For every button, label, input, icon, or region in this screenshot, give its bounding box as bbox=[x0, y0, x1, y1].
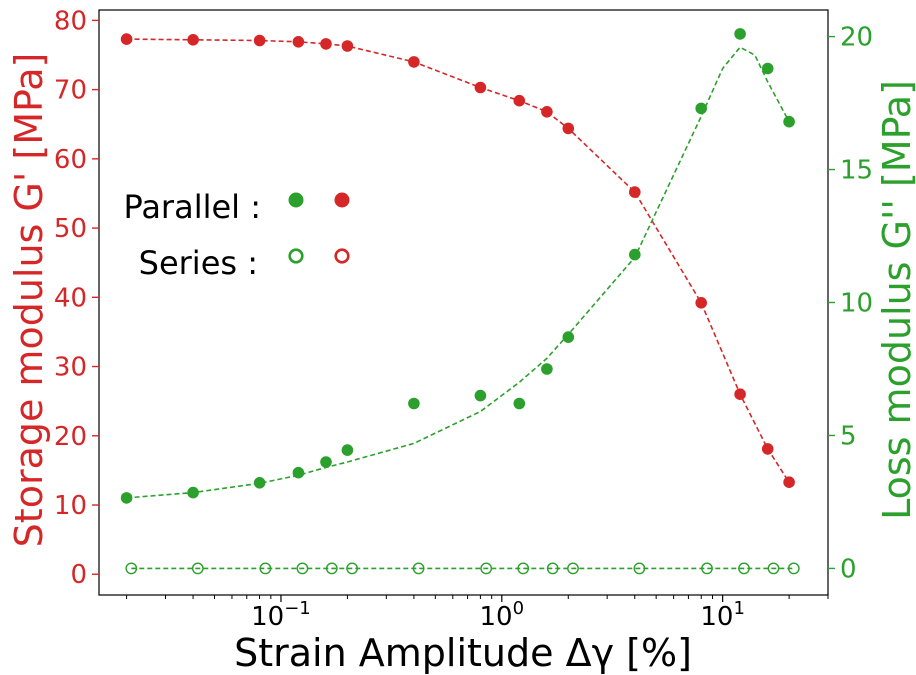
series-2-point-4 bbox=[320, 456, 332, 468]
y-right-tick-label-4: 20 bbox=[840, 23, 873, 53]
x-tick-label-1: 100 bbox=[480, 598, 525, 632]
x-tick-label-0: 10−1 bbox=[251, 598, 311, 632]
series-4-point-13 bbox=[738, 562, 750, 575]
series-0-point-9 bbox=[541, 106, 553, 118]
y-left-tick-label-4: 40 bbox=[54, 283, 87, 313]
series-4-point-3 bbox=[296, 562, 309, 575]
series-4-point-10 bbox=[567, 562, 579, 575]
series-0-point-1 bbox=[187, 34, 199, 46]
series-2-point-3 bbox=[292, 466, 305, 479]
y-right-tick-label-2: 10 bbox=[840, 289, 873, 319]
series-0-point-15 bbox=[783, 476, 795, 489]
x-tick-label-2: 101 bbox=[700, 598, 745, 632]
series-0-point-3 bbox=[292, 36, 305, 48]
series-4-point-1 bbox=[191, 562, 204, 575]
series-4-point-4 bbox=[325, 562, 338, 575]
series-4-point-2 bbox=[259, 562, 272, 575]
series-0-point-13 bbox=[734, 388, 746, 401]
series-0-point-10 bbox=[562, 122, 575, 135]
legend-label-parallel: Parallel : bbox=[123, 188, 261, 226]
series-2-point-13 bbox=[734, 28, 746, 40]
y-right-tick-label-0: 0 bbox=[840, 554, 857, 584]
series-4-point-0 bbox=[125, 562, 138, 575]
series-1-line bbox=[126, 38, 790, 483]
series-4-point-6 bbox=[412, 562, 425, 575]
series-0-point-11 bbox=[629, 186, 641, 198]
x-axis-title: Strain Amplitude Δγ [%] bbox=[234, 631, 692, 675]
series-2-point-7 bbox=[474, 389, 487, 402]
legend-marker-series-storage bbox=[334, 248, 350, 264]
series-0-point-6 bbox=[408, 56, 420, 68]
series-2-point-5 bbox=[341, 444, 354, 456]
y-left-tick-label-5: 50 bbox=[54, 214, 87, 244]
y-axis-right: 0 5 10 15 20 bbox=[828, 23, 873, 584]
series-0-point-12 bbox=[695, 297, 707, 309]
series-0-point-7 bbox=[474, 81, 487, 94]
y-right-tick-label-3: 15 bbox=[840, 156, 873, 186]
series-4-point-7 bbox=[480, 562, 493, 575]
y-axis-left: 0 10 20 30 40 50 60 70 80 bbox=[54, 6, 99, 590]
y-left-tick-label-0: 0 bbox=[70, 560, 87, 590]
series-0-point-4 bbox=[320, 38, 332, 50]
series-2-point-9 bbox=[541, 363, 553, 375]
y-left-tick-label-6: 60 bbox=[54, 145, 87, 175]
series-2-point-10 bbox=[562, 331, 575, 343]
y-axis-right-title: Loss modulus G'' [MPa] bbox=[875, 80, 916, 520]
legend-marker-parallel-storage bbox=[334, 192, 350, 208]
series-0-point-5 bbox=[341, 40, 354, 52]
y-left-tick-label-8: 80 bbox=[54, 6, 87, 36]
series-2-point-11 bbox=[629, 248, 641, 261]
y-left-tick-label-3: 30 bbox=[54, 353, 87, 383]
series-0-point-2 bbox=[253, 34, 266, 47]
legend-label-series: Series : bbox=[139, 244, 258, 282]
series-4-point-12 bbox=[701, 562, 713, 575]
series-4-point-9 bbox=[546, 562, 559, 575]
series-2-point-0 bbox=[120, 492, 133, 504]
y-axis-left-title: Storage modulus G' [MPa] bbox=[7, 53, 51, 548]
legend: Parallel : Series : bbox=[123, 188, 350, 282]
series-0-point-14 bbox=[761, 443, 774, 455]
series-2-point-1 bbox=[187, 486, 199, 499]
series-3-line bbox=[126, 46, 790, 499]
series-2-point-12 bbox=[695, 102, 707, 115]
series-4-point-11 bbox=[633, 562, 646, 575]
series-2-point-2 bbox=[253, 477, 266, 489]
series-2-point-8 bbox=[513, 397, 526, 410]
series-0-point-8 bbox=[513, 94, 526, 107]
y-left-tick-label-7: 70 bbox=[54, 76, 87, 106]
series-0-point-0 bbox=[120, 33, 133, 45]
series-layer bbox=[120, 28, 800, 575]
y-left-tick-label-2: 20 bbox=[54, 422, 87, 452]
series-4-point-15 bbox=[787, 562, 800, 575]
series-4-point-8 bbox=[517, 562, 530, 575]
series-2-point-15 bbox=[783, 115, 795, 128]
series-4-point-5 bbox=[346, 562, 358, 575]
legend-marker-parallel-loss bbox=[288, 192, 304, 208]
series-2-point-6 bbox=[408, 397, 420, 410]
legend-marker-series-loss bbox=[288, 248, 304, 264]
series-2-point-14 bbox=[761, 62, 774, 75]
x-axis: 10−1 100 101 bbox=[126, 595, 829, 632]
y-left-tick-label-1: 10 bbox=[54, 491, 87, 521]
y-right-tick-label-1: 5 bbox=[840, 421, 857, 451]
series-4-point-14 bbox=[767, 562, 780, 575]
